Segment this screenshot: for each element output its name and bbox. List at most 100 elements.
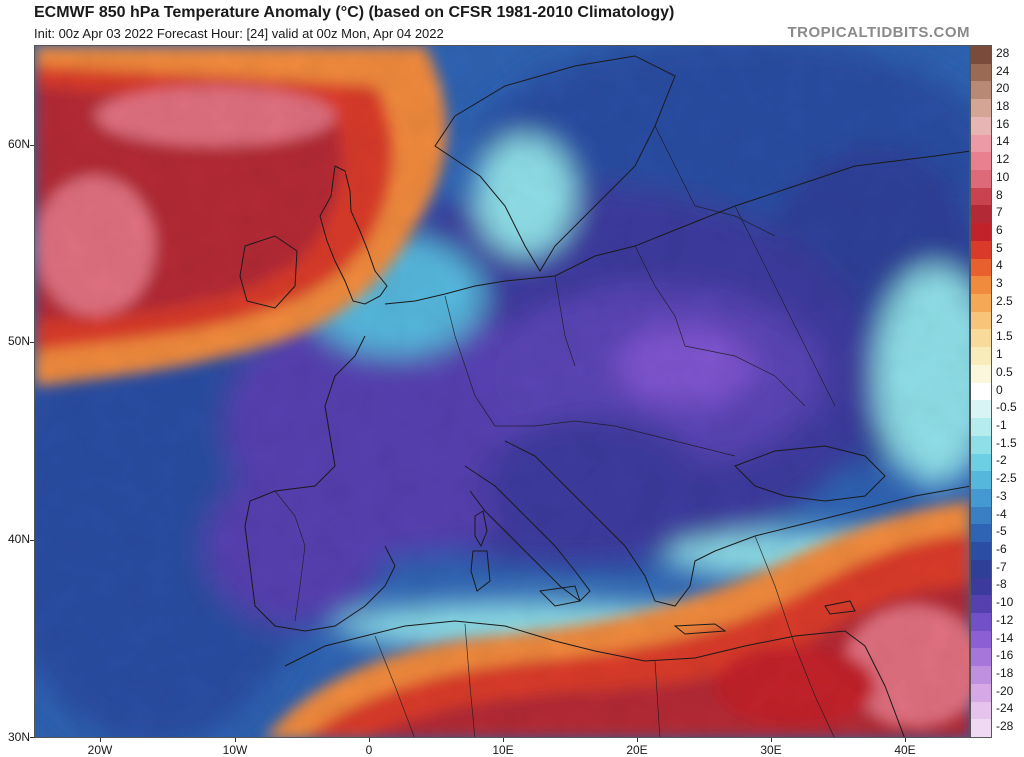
colorbar-swatch [971, 719, 991, 738]
lon-tick-0 [369, 738, 370, 742]
colorbar-label: 6 [996, 223, 1003, 238]
colorbar-swatch [971, 630, 991, 649]
border-iberia [274, 490, 306, 622]
colorbar-swatch [971, 577, 991, 596]
lat-tick-30n [30, 737, 34, 738]
coast-continent [384, 150, 969, 305]
colorbar-swatch [971, 116, 991, 136]
colorbar-label: 8 [996, 187, 1003, 202]
field-texture [35, 46, 969, 737]
lat-tick-40n [30, 540, 34, 541]
coast-great-britain [319, 165, 388, 305]
border-france-germany [444, 295, 496, 427]
colorbar-label: -28 [996, 719, 1014, 734]
map-subtitle: Init: 00z Apr 03 2022 Forecast Hour: [24… [34, 26, 444, 41]
colorbar-swatch [971, 559, 991, 579]
map-title: ECMWF 850 hPa Temperature Anomaly (°C) (… [34, 4, 675, 21]
border-baltics [654, 125, 776, 237]
border-poland-east [634, 245, 686, 347]
lat-label-50n: 50N [7, 334, 30, 348]
lat-tick-50n [30, 342, 34, 343]
lon-tick-30e [771, 738, 772, 742]
lon-label-10e: 10E [492, 743, 514, 757]
colorbar-swatch [971, 258, 991, 277]
colorbar-swatch [971, 329, 991, 348]
colorbar-label: 18 [996, 99, 1010, 113]
border-austria-hungary [495, 420, 736, 457]
border-turkey-middle-east [754, 535, 835, 737]
coast-crete [673, 623, 727, 635]
anomaly-field [35, 46, 969, 737]
colorbar-swatch [971, 453, 991, 472]
colorbar-swatch [971, 63, 991, 82]
colorbar-label: -7 [996, 559, 1007, 574]
colorbar-label: 3 [996, 276, 1003, 291]
colorbar-label: -10 [996, 595, 1014, 610]
colorbar-label: -2 [996, 453, 1007, 468]
colorbar-swatch [971, 187, 991, 206]
colorbar-label: -3 [996, 488, 1007, 503]
colorbar-swatch [971, 595, 991, 614]
lon-tick-40e [905, 738, 906, 742]
colorbar-label: -5 [996, 524, 1007, 539]
colorbar-swatch [971, 276, 991, 295]
colorbar-label: -14 [996, 630, 1014, 645]
coast-black-sea [734, 445, 886, 502]
colorbar-label: 12 [996, 152, 1010, 167]
colorbar-label: 24 [996, 63, 1010, 78]
border-central-east [684, 345, 806, 407]
colorbar-swatch [971, 471, 991, 490]
colorbar-swatch [971, 400, 991, 419]
colorbar-swatch [971, 648, 991, 667]
colorbar-swatch [971, 364, 991, 384]
colorbar-swatch [971, 152, 991, 171]
colorbar-swatch [971, 134, 991, 153]
colorbar-label: -12 [996, 612, 1014, 627]
colorbar-label: 20 [996, 81, 1010, 96]
lat-label-30n: 30N [7, 730, 30, 744]
coast-ireland [239, 235, 298, 309]
colorbar-swatch [971, 311, 991, 330]
colorbar-label: -20 [996, 683, 1014, 698]
lat-label-60n: 60N [7, 137, 30, 151]
border-saharan [374, 635, 415, 737]
lon-label-40e: 40E [894, 743, 916, 757]
border-ukraine-russia [734, 205, 836, 407]
colorbar-label: 7 [996, 205, 1003, 220]
colorbar-label: -6 [996, 541, 1007, 556]
colorbar-label: 0.5 [996, 364, 1013, 379]
coast-france-iberia [244, 335, 396, 632]
colorbar-swatch [971, 240, 991, 260]
border-libya-egypt [654, 660, 661, 737]
coast-sardinia [470, 550, 491, 592]
colorbar-label: -18 [996, 665, 1014, 680]
lon-tick-10e [503, 738, 504, 742]
colorbar-swatch [971, 506, 991, 525]
coast-sicily [538, 585, 581, 607]
country-borders [274, 125, 836, 737]
colorbar-label: 1.5 [996, 329, 1013, 344]
lat-label-40n: 40N [7, 532, 30, 546]
colorbar-label: -4 [996, 506, 1007, 521]
colorbar-label: -8 [996, 577, 1007, 592]
colorbar-swatch [971, 612, 991, 632]
colorbar-swatch [971, 488, 991, 508]
coast-north-africa [284, 620, 905, 737]
colorbar-swatch [971, 418, 991, 437]
colorbar-label: 2.5 [996, 293, 1013, 308]
colorbar-swatch [971, 205, 991, 224]
colorbar-swatch [971, 81, 991, 100]
coast-scandinavia [434, 55, 676, 272]
border-algeria-tunisia [464, 623, 476, 737]
colorbar-swatch [971, 46, 991, 65]
colorbar-label: -2.5 [996, 471, 1017, 486]
coast-italy [464, 465, 591, 602]
coast-balkans-greece [504, 440, 969, 607]
colorbar-label: 2 [996, 311, 1003, 326]
lon-label-20w: 20W [87, 743, 113, 757]
colorbar-swatch [971, 666, 991, 685]
lon-label-20e: 20E [626, 743, 648, 757]
colorbar-swatch [971, 701, 991, 720]
colorbar-swatch [971, 170, 991, 189]
colorbar-label: 10 [996, 169, 1010, 184]
